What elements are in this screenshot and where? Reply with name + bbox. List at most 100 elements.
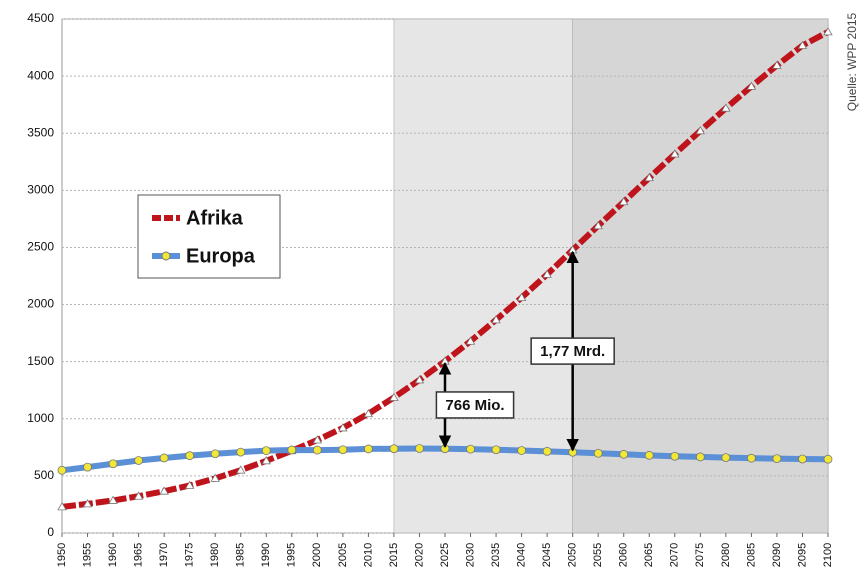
y-tick-label: 1500 — [27, 354, 54, 368]
marker — [312, 435, 323, 444]
x-tick-label: 2020 — [413, 543, 425, 567]
marker — [695, 452, 705, 462]
x-tick-label: 2095 — [796, 543, 808, 567]
marker — [721, 453, 731, 463]
marker — [670, 149, 680, 158]
legend-box — [137, 194, 281, 279]
x-tick-label: 2025 — [439, 543, 451, 567]
marker — [798, 454, 807, 464]
x-tick-label: 2065 — [643, 543, 655, 567]
marker — [83, 462, 92, 472]
x-tick-label: 1950 — [56, 543, 68, 567]
marker — [593, 448, 603, 458]
x-tick-label: 1970 — [158, 543, 170, 567]
marker — [517, 446, 526, 455]
x-tick-label: 2030 — [464, 543, 476, 567]
marker — [82, 499, 93, 508]
x-tick-label: 1995 — [286, 543, 298, 567]
marker — [363, 444, 373, 454]
x-tick-label: 2100 — [822, 543, 834, 567]
marker — [363, 408, 374, 418]
legend-marker — [161, 251, 171, 261]
x-tick-label: 1965 — [133, 543, 145, 567]
x-tick-label: 2075 — [694, 543, 706, 567]
marker — [823, 27, 833, 36]
marker — [185, 451, 195, 461]
marker — [772, 60, 782, 69]
marker — [746, 81, 757, 90]
marker — [159, 453, 169, 463]
marker — [695, 126, 706, 135]
y-tick-label: 3500 — [27, 125, 54, 139]
x-tick-label: 1990 — [260, 543, 272, 567]
marker — [236, 447, 246, 457]
x-tick-label: 2040 — [516, 543, 528, 567]
source: Quelle: WPP 2015 — [845, 12, 859, 111]
x-tick-label: 2045 — [541, 543, 553, 567]
annotation-box — [530, 337, 615, 365]
marker — [747, 453, 756, 463]
annotation-box — [435, 391, 515, 419]
marker — [389, 392, 399, 401]
marker — [210, 449, 220, 459]
marker — [542, 446, 552, 456]
marker — [619, 449, 629, 459]
marker — [108, 495, 118, 504]
marker — [516, 292, 527, 301]
x-tick-label: 2005 — [337, 543, 349, 567]
marker — [338, 423, 348, 432]
legend-label: Afrika — [186, 207, 244, 229]
marker — [210, 473, 220, 482]
x-tick-label: 1955 — [81, 543, 93, 567]
x-tick-label: 2055 — [592, 543, 604, 567]
marker — [415, 444, 424, 453]
marker — [465, 336, 476, 345]
marker — [108, 459, 118, 469]
marker — [236, 465, 246, 474]
marker — [644, 450, 654, 460]
marker — [312, 445, 322, 455]
y-tick-label: 3000 — [27, 183, 54, 197]
x-tick-label: 1985 — [235, 543, 247, 567]
y-tick-label: 0 — [47, 525, 54, 539]
marker — [619, 196, 629, 206]
y-tick-label: 1000 — [27, 411, 54, 425]
x-tick-label: 2000 — [311, 543, 323, 567]
legend: Afrika Europa — [137, 194, 281, 279]
y-tick-label: 4500 — [27, 11, 54, 25]
marker — [261, 446, 271, 456]
marker — [287, 445, 297, 455]
marker — [491, 445, 501, 455]
x-tick-label: 2060 — [618, 543, 630, 567]
x-tick-label: 2010 — [362, 543, 374, 567]
marker — [670, 451, 680, 461]
shaded-band — [572, 18, 829, 534]
annotation: 1,77 Mrd. — [530, 337, 615, 365]
marker — [338, 445, 348, 455]
marker — [721, 103, 731, 112]
x-tick-label: 2035 — [490, 543, 502, 567]
marker — [159, 486, 169, 495]
marker — [133, 491, 144, 500]
x-tick-label: 2090 — [771, 543, 783, 567]
y-tick-label: 2500 — [27, 240, 54, 254]
annotation-label: 1,77 Mrd. — [540, 343, 605, 360]
marker — [644, 172, 654, 182]
x-tick-label: 2070 — [669, 543, 681, 567]
marker — [593, 220, 603, 230]
marker — [414, 375, 425, 384]
marker — [823, 454, 833, 464]
y-tick-label: 2000 — [27, 297, 54, 311]
marker — [797, 40, 808, 49]
y-tick-label: 4000 — [27, 68, 54, 82]
marker — [57, 465, 67, 475]
x-tick-label: 1960 — [107, 543, 119, 567]
marker — [57, 502, 67, 511]
x-tick-label: 2085 — [745, 543, 757, 567]
annotation: 766 Mio. — [435, 391, 515, 419]
marker — [542, 269, 552, 278]
y-tick-label: 500 — [34, 468, 54, 482]
marker — [466, 444, 475, 454]
marker — [261, 456, 271, 465]
